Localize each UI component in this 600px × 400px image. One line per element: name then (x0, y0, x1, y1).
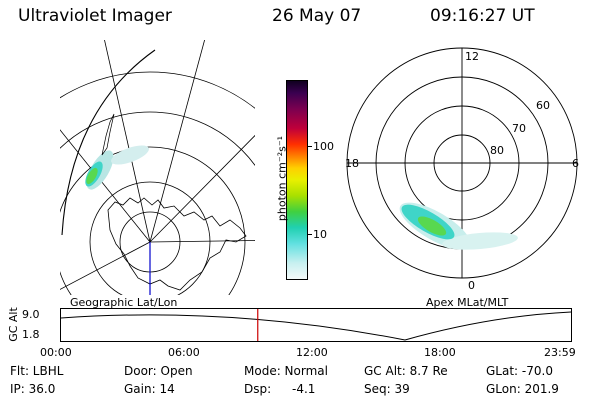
colorbar-tick (307, 146, 312, 147)
colorbar-tick-label: 100 (313, 140, 334, 153)
polar-label: Apex MLat/MLT (426, 296, 509, 309)
info-glon: GLon: 201.9 (486, 382, 559, 396)
altitude-xtick: 23:59 (544, 346, 576, 359)
colorbar-tick-label: 10 (313, 228, 327, 241)
meridian-line (149, 240, 255, 243)
info-dsp-value: -4.1 (292, 382, 316, 396)
auroral-emission (85, 145, 149, 190)
coastline (101, 113, 115, 156)
mlt-label-0: 0 (468, 279, 475, 292)
info-gain: Gain: 14 (124, 382, 175, 396)
plot-frame (60, 308, 572, 342)
app-title: Ultraviolet Imager (18, 6, 172, 26)
meridian-line (104, 40, 151, 243)
colorbar (286, 80, 308, 280)
date-label: 26 May 07 (272, 6, 362, 26)
altitude-xtick: 18:00 (424, 346, 456, 359)
info-flt: Flt: LBHL (10, 364, 64, 378)
meridian-line (60, 241, 151, 290)
lat-circle (60, 146, 246, 295)
altitude-xtick: 12:00 (296, 346, 328, 359)
info-mode: Mode: Normal (244, 364, 328, 378)
meridian-line (60, 129, 151, 243)
lat-circle (89, 181, 211, 295)
geographic-map (60, 40, 255, 295)
geographic-label: Geographic Lat/Lon (70, 296, 178, 309)
time-label: 09:16:27 UT (430, 6, 535, 26)
polar-map: 12 18 6 0 60 70 80 (345, 47, 579, 292)
info-dsp-label: Dsp: (244, 382, 272, 396)
meridian-line (149, 40, 206, 243)
mlt-label-12: 12 (465, 50, 479, 63)
altitude-xtick: 06:00 (168, 346, 200, 359)
earth-limb (61, 49, 156, 236)
info-seq: Seq: 39 (364, 382, 410, 396)
lat-label-80: 80 (490, 144, 504, 157)
mlt-label-18: 18 (345, 157, 359, 170)
altitude-ytick: 1.8 (22, 328, 40, 341)
mlt-label-6: 6 (572, 157, 579, 170)
lat-circle (60, 111, 255, 167)
info-glat: GLat: -70.0 (486, 364, 553, 378)
altitude-ytick: 9.0 (22, 308, 40, 321)
info-door: Door: Open (124, 364, 193, 378)
altitude-curve (60, 311, 572, 341)
altitude-plot (60, 308, 572, 342)
colorbar-tick (307, 234, 312, 235)
lat-label-70: 70 (512, 122, 526, 135)
lat-label-60: 60 (536, 99, 550, 112)
colorbar-unit-label: photon cm⁻²s⁻¹ (275, 135, 289, 222)
lat-circle (60, 71, 255, 109)
auroral-oval (399, 202, 518, 250)
info-gc-alt: GC Alt: 8.7 Re (364, 364, 448, 378)
altitude-ylabel: GC Alt (6, 307, 20, 342)
altitude-xtick: 00:00 (40, 346, 72, 359)
coastline (107, 197, 247, 291)
meridian-line (149, 134, 255, 243)
info-ip: IP: 36.0 (10, 382, 56, 396)
